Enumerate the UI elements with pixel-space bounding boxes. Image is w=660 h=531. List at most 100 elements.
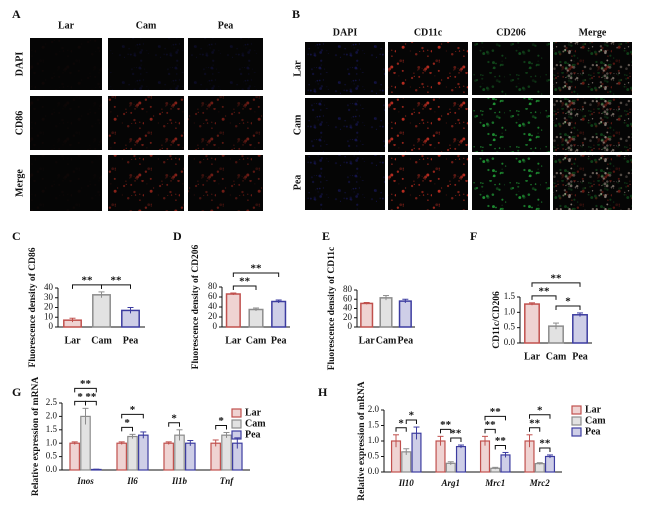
bar: [185, 442, 196, 471]
bar: [116, 442, 127, 471]
y-tick-label: 20: [208, 311, 218, 321]
micrograph-signal: [108, 96, 184, 150]
legend-swatch: [231, 419, 242, 429]
x-tick-label: Arg1: [440, 478, 460, 488]
column-header: Lar: [58, 20, 75, 31]
significance-label: **: [551, 272, 563, 284]
significance-label: **: [239, 276, 251, 288]
panel-letter: D: [173, 229, 182, 243]
bar: [138, 434, 149, 471]
micrograph-signal: [188, 38, 263, 90]
y-tick-label: 0: [49, 321, 54, 331]
y-tick-label: 80: [343, 284, 353, 294]
x-tick-label: Pea: [271, 335, 287, 346]
micrograph-signal: [553, 98, 632, 152]
micrograph-signal: [30, 96, 102, 150]
column-header: Pea: [218, 20, 234, 31]
significance-bracket: [531, 295, 557, 300]
micrograph-signal: [472, 42, 550, 95]
legend-swatch: [231, 430, 242, 440]
y-tick-label: 0.0: [368, 466, 380, 476]
significance-bracket: [450, 437, 462, 443]
micrograph-signal: [472, 155, 550, 210]
y-tick-label: 60: [208, 291, 218, 301]
y-tick-label: 2.0: [368, 404, 380, 414]
micrograph-signal: [305, 98, 385, 152]
x-tick-label: Lar: [359, 335, 376, 346]
x-tick-label: Cam: [376, 335, 397, 346]
bar: [360, 302, 374, 328]
significance-bracket: [494, 444, 506, 450]
bar: [500, 454, 511, 473]
legend-swatch: [231, 408, 242, 418]
significance-label: *: [565, 295, 571, 307]
micrograph-signal: [553, 42, 632, 95]
bar: [225, 293, 241, 328]
micrograph-signal: [188, 96, 263, 150]
bar: [379, 297, 393, 328]
panel-letter: A: [12, 7, 21, 21]
column-header: Cam: [136, 20, 157, 31]
y-tick-label: 2.5: [46, 397, 58, 407]
x-tick-label: Il1b: [171, 476, 188, 486]
x-tick-label: Il10: [398, 478, 415, 488]
bar: [572, 314, 588, 344]
significance-label: **: [529, 417, 541, 429]
x-tick-label: Tnf: [220, 476, 235, 486]
micrograph-signal: [108, 155, 184, 211]
significance-bracket: [531, 282, 581, 287]
significance-label: **: [251, 263, 263, 275]
y-tick-label: 40: [44, 282, 54, 292]
significance-bracket: [440, 428, 452, 434]
significance-label: *: [130, 404, 136, 416]
micrograph-signal: [305, 42, 385, 95]
legend-label: Pea: [245, 429, 261, 440]
y-tick-label: 1.5: [368, 420, 380, 430]
significance-label: *: [398, 417, 404, 429]
column-header: Merge: [579, 27, 607, 38]
row-header: Merge: [14, 169, 25, 197]
y-tick-label: 0.5: [46, 451, 58, 461]
y-axis-label: Fluorescence density of CD206: [191, 244, 201, 369]
legend-label: Cam: [585, 415, 606, 426]
y-axis-label: Fluorescence density of CD86: [28, 247, 38, 367]
column-header: DAPI: [333, 27, 358, 38]
x-tick-label: Cam: [91, 335, 112, 346]
significance-bracket: [484, 415, 506, 421]
significance-label: **: [440, 419, 452, 431]
x-tick-label: Il6: [126, 476, 138, 486]
significance-label: *: [409, 410, 415, 422]
significance-label: **: [85, 391, 97, 403]
legend-swatch: [571, 427, 582, 437]
significance-bracket: [555, 305, 581, 310]
significance-bracket: [232, 272, 280, 277]
x-tick-label: Mrc2: [529, 478, 550, 488]
significance-label: *: [218, 415, 224, 427]
bar: [524, 303, 540, 344]
significance-label: **: [111, 274, 123, 286]
panel-letter: G: [12, 385, 21, 399]
significance-label: *: [77, 391, 83, 403]
y-axis-label: Relative expression of mRNA: [357, 381, 367, 500]
significance-label: *: [124, 417, 130, 429]
significance-bracket: [405, 419, 417, 425]
significance-bracket: [121, 426, 133, 432]
legend-label: Cam: [245, 418, 266, 429]
significance-label: **: [495, 435, 507, 447]
x-tick-label: Lar: [64, 335, 81, 346]
x-tick-label: Cam: [246, 335, 267, 346]
y-tick-label: 10: [44, 311, 54, 321]
y-axis-label: Relative expression of mRNA: [31, 377, 41, 496]
panel-letter: F: [470, 229, 477, 243]
micrograph-signal: [472, 98, 550, 152]
significance-label: *: [537, 404, 543, 416]
significance-bracket: [539, 447, 551, 452]
significance-label: **: [80, 378, 92, 390]
panel-letter: H: [318, 385, 328, 399]
legend-label: Pea: [585, 426, 601, 437]
column-header: CD206: [496, 27, 525, 38]
x-tick-label: Pea: [398, 335, 414, 346]
significance-bracket: [121, 413, 144, 419]
row-header: Pea: [292, 175, 303, 191]
